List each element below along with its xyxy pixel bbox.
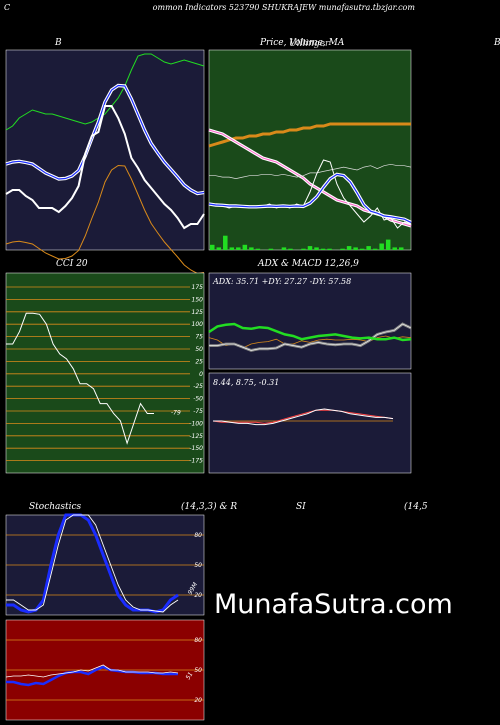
volume-bar [301,248,306,250]
volume-bar [307,246,313,250]
price-ma-blue [208,173,412,223]
volume-bar [210,244,215,250]
volume-bar [288,248,293,250]
price-title-overlay: Ulllinger [289,39,330,49]
cci-tick-label: 25 [195,358,203,365]
volume-bar [216,247,222,250]
adx-title: ADX & MACD 12,26,9 [258,259,359,269]
volume-bar [340,248,345,250]
stoch-tick-label: 50 [194,562,202,569]
macd-line [213,408,394,426]
adx-line [208,322,412,342]
rsi-tag: 51 [185,671,195,681]
rsi-line [5,664,179,678]
adx-values: ADX: 35.71 +DY: 27.27 -DY: 57.58 [212,277,351,286]
cci-tick-label: 50 [195,346,203,353]
cci-current-value: -79 [171,410,181,417]
brand-watermark: MunafaSutra.com [214,589,453,620]
cci-tick-label: 0 [199,371,203,378]
volume-bar [249,247,254,250]
stoch-params: (14,3,3) & R [181,502,238,512]
macd-signal [212,409,394,424]
volume-bar [281,247,287,250]
rsi-tick-label: 20 [194,697,202,704]
header-left-letter: C [4,3,11,12]
volume-bar [366,246,371,250]
cci-tick-label: -125 [189,433,203,440]
volume-bar [255,248,261,250]
volume-bar [379,243,384,250]
cci-line [6,312,154,445]
stoch-tick-label: 80 [194,532,202,539]
price-ma-orange [208,122,411,148]
stoch-tick-label: 20 [194,592,202,599]
bb-title: B [55,38,62,48]
volume-bar [346,246,352,250]
cci-tick-label: -100 [189,420,203,427]
volume-bar [242,244,248,250]
volume-bar [236,247,241,250]
bb-panel [5,49,205,251]
cci-tick-label: 125 [192,309,204,316]
volume-bar [320,248,326,250]
cci-tick-label: 175 [192,284,204,291]
cci-tick-label: -50 [193,396,203,403]
price-title: Price, Volume, MA [260,38,345,48]
adx-minus-di [209,323,412,351]
price-ma-gray [209,163,412,179]
cci-tick-label: 75 [195,334,203,341]
bb-lower-band [5,164,205,275]
cci-tick-label: -25 [193,383,203,390]
cci-tick-label: -150 [189,445,203,452]
bb-upper-band [5,53,205,131]
volume-bar [392,247,397,250]
volume-bar [327,248,332,250]
volume-bar [353,247,358,250]
volume-bar [229,247,235,250]
stoch-title: Stochastics [29,502,82,512]
cci-tick-label: -75 [193,408,203,415]
header-title: ommon Indicators 523790 SHUKRAJEW munafa… [152,3,415,12]
cci-tick-label: 150 [192,296,204,303]
rsi-tick-label: 80 [194,637,202,644]
bb-price-line [5,105,205,230]
volume-bar [398,247,404,250]
bb-middle-band [5,84,205,195]
volume-bar [268,248,274,250]
cci-tick-label: 100 [192,321,204,328]
cci-title: CCI 20 [56,259,88,269]
volume-bar [359,248,365,250]
price-panel [208,49,412,251]
page-header: C ommon Indicators 523790 SHUKRAJEW muna… [4,3,415,12]
volume-bar [223,235,228,250]
cci-tick-label: -175 [189,458,203,465]
cci-panel [5,272,205,474]
stoch-k-line [6,514,179,613]
rsi-title: SI [296,502,306,512]
macd-values: 8.44, 8.75, -0.31 [213,378,279,387]
volume-bar [372,248,378,250]
volume-bar [385,239,391,250]
rsi-blue-line [6,665,178,687]
right-edge-letter: B [494,38,500,48]
rsi-params: (14,5 [404,502,428,512]
rsi-tick-label: 50 [194,667,202,674]
volume-bar [314,247,319,250]
adx-panel [208,272,412,370]
